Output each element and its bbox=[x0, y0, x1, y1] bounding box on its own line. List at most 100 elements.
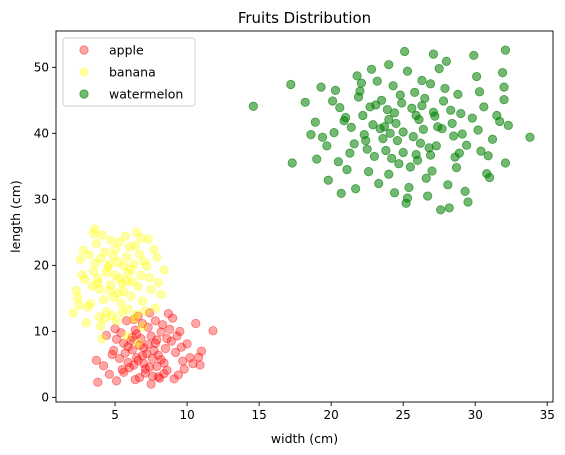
banana-point-65 bbox=[109, 251, 119, 261]
watermelon-point-45 bbox=[381, 145, 391, 156]
watermelon-point-66 bbox=[300, 97, 310, 107]
apple-point-47 bbox=[123, 357, 133, 367]
banana-point-54 bbox=[110, 244, 120, 254]
watermelon-point-60 bbox=[453, 89, 463, 99]
watermelon-point-53 bbox=[369, 151, 379, 162]
watermelon-point-24 bbox=[374, 178, 384, 189]
watermelon-point-46 bbox=[407, 103, 417, 113]
watermelon-point-107 bbox=[492, 110, 502, 121]
watermelon-point-30 bbox=[525, 132, 535, 142]
apple-point-79 bbox=[173, 370, 184, 380]
apple-point-41 bbox=[136, 334, 146, 344]
banana-point-12 bbox=[114, 237, 124, 247]
watermelon-point-63 bbox=[349, 139, 359, 149]
watermelon-point-80 bbox=[323, 175, 333, 185]
watermelon-point-112 bbox=[361, 135, 371, 146]
watermelon-point-14 bbox=[440, 83, 450, 94]
apple-point-65 bbox=[159, 369, 169, 379]
watermelon-point-41 bbox=[286, 79, 296, 90]
banana-point-53 bbox=[96, 254, 106, 264]
apple-point-70 bbox=[110, 324, 120, 334]
apple-point-24 bbox=[98, 361, 109, 371]
banana-point-15 bbox=[139, 256, 149, 266]
apple-point-37 bbox=[133, 311, 143, 321]
apple-point-0 bbox=[139, 343, 149, 353]
watermelon-point-83 bbox=[460, 186, 470, 197]
legend-label-banana: banana bbox=[109, 65, 156, 80]
watermelon-point-127 bbox=[428, 49, 439, 59]
banana-point-44 bbox=[91, 238, 101, 249]
banana-point-40 bbox=[134, 249, 145, 259]
banana-point-79 bbox=[129, 259, 139, 269]
apple-point-8 bbox=[165, 324, 175, 334]
apple-point-9 bbox=[137, 318, 148, 329]
banana-point-58 bbox=[123, 268, 133, 278]
watermelon-point-111 bbox=[340, 112, 351, 123]
apple-point-1 bbox=[132, 353, 142, 363]
apple-point-16 bbox=[191, 318, 201, 329]
apple-point-21 bbox=[111, 376, 122, 386]
legend: apple banana watermelon bbox=[62, 37, 196, 107]
apple-point-69 bbox=[101, 330, 112, 340]
watermelon-point-73 bbox=[355, 86, 365, 96]
banana-point-59 bbox=[104, 285, 114, 296]
apple-point-10 bbox=[116, 328, 126, 338]
banana-point-27 bbox=[150, 303, 160, 313]
watermelon-point-52 bbox=[438, 96, 449, 106]
watermelon-point-69 bbox=[469, 50, 479, 61]
watermelon-point-90 bbox=[391, 118, 401, 129]
watermelon-point-106 bbox=[306, 130, 316, 140]
banana-point-37 bbox=[113, 257, 123, 267]
banana-point-56 bbox=[101, 268, 112, 278]
watermelon-point-91 bbox=[414, 114, 424, 125]
banana-point-29 bbox=[149, 244, 159, 255]
watermelon-point-100 bbox=[387, 153, 397, 164]
apple-point-4 bbox=[159, 358, 169, 368]
banana-point-45 bbox=[77, 269, 87, 280]
watermelon-point-35 bbox=[366, 64, 377, 74]
banana-point-83 bbox=[137, 322, 148, 332]
y-tick-label: 40 bbox=[34, 126, 49, 140]
apple-point-55 bbox=[111, 334, 122, 344]
watermelon-point-2 bbox=[415, 138, 426, 148]
banana-point-49 bbox=[132, 309, 142, 319]
apple-point-2 bbox=[150, 338, 160, 348]
watermelon-point-26 bbox=[436, 205, 446, 215]
banana-point-67 bbox=[126, 291, 136, 301]
watermelon-point-102 bbox=[405, 162, 415, 172]
x-axis-label: width (cm) bbox=[271, 431, 338, 446]
y-axis: 0 10 20 30 40 50 bbox=[34, 60, 56, 404]
banana-point-28 bbox=[156, 289, 166, 299]
banana-point-66 bbox=[94, 312, 104, 322]
apple-point-25 bbox=[91, 355, 101, 366]
legend-marker-apple bbox=[79, 45, 89, 55]
watermelon-point-32 bbox=[472, 71, 482, 82]
apple-point-61 bbox=[182, 339, 192, 349]
apple-point-17 bbox=[208, 326, 218, 336]
watermelon-point-18 bbox=[421, 173, 431, 183]
watermelon-point-6 bbox=[410, 87, 420, 97]
watermelon-point-118 bbox=[379, 122, 390, 132]
banana-point-13 bbox=[97, 230, 107, 240]
apple-point-60 bbox=[175, 326, 185, 336]
apple-point-45 bbox=[160, 343, 171, 354]
chart-title: Fruits Distribution bbox=[238, 9, 371, 27]
watermelon-point-72 bbox=[388, 81, 398, 91]
banana-point-57 bbox=[114, 273, 124, 284]
banana-point-11 bbox=[84, 250, 94, 260]
apple-point-44 bbox=[153, 350, 163, 360]
banana-point-16 bbox=[145, 273, 155, 283]
apple-point-27 bbox=[152, 361, 162, 371]
banana-point-71 bbox=[88, 229, 99, 239]
apple-point-18 bbox=[168, 313, 178, 323]
apple-point-68 bbox=[196, 346, 207, 356]
watermelon-point-117 bbox=[417, 101, 427, 111]
banana-point-80 bbox=[143, 234, 153, 244]
watermelon-point-27 bbox=[463, 197, 473, 207]
watermelon-point-124 bbox=[316, 82, 326, 92]
apple-point-19 bbox=[163, 308, 173, 319]
watermelon-point-85 bbox=[503, 120, 513, 131]
banana-point-26 bbox=[129, 314, 139, 324]
banana-point-3 bbox=[94, 284, 104, 294]
